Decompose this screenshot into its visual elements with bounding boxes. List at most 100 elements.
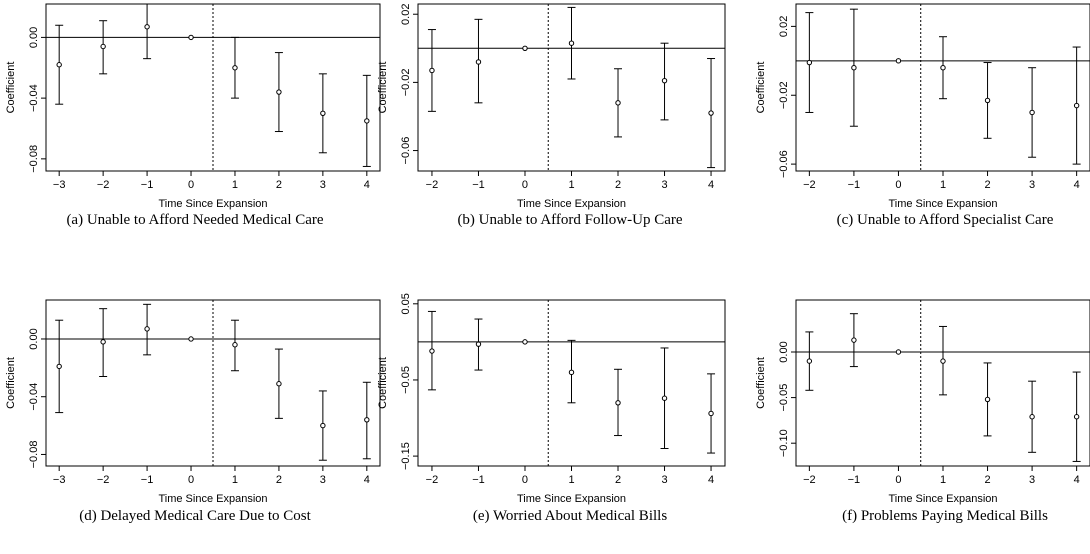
series-coefficients	[427, 310, 716, 454]
data-point	[895, 58, 902, 64]
x-tick-label: −3	[53, 179, 66, 191]
x-tick-label: 4	[708, 474, 714, 486]
x-tick-label: 1	[232, 474, 238, 486]
x-tick-label: 2	[276, 179, 282, 191]
x-tick-label: 1	[940, 179, 946, 191]
data-point	[320, 422, 326, 429]
data-point	[940, 65, 946, 71]
x-tick-label: −1	[472, 179, 485, 191]
data-point	[615, 100, 621, 106]
data-point	[806, 59, 813, 66]
x-tick-label: 0	[522, 179, 528, 191]
x-tick-label: −1	[472, 474, 485, 486]
x-tick-label: 2	[276, 474, 282, 486]
panel-caption: (c) Unable to Afford Specialist Care	[837, 212, 1054, 228]
series-coefficients	[805, 313, 1081, 462]
series-coefficients	[427, 6, 716, 169]
y-axis-label: Coefficient	[5, 357, 17, 409]
x-tick-label: 0	[188, 179, 194, 191]
data-point	[615, 400, 621, 406]
data-point	[984, 97, 991, 104]
data-point	[522, 339, 528, 345]
data-point	[276, 89, 282, 95]
x-tick-label: 3	[661, 474, 667, 486]
data-point	[188, 336, 194, 342]
y-axis-label: Coefficient	[5, 62, 17, 114]
data-point	[56, 363, 62, 370]
data-point	[806, 358, 813, 364]
x-tick-label: 1	[568, 179, 574, 191]
x-tick-label: −3	[53, 474, 66, 486]
y-tick-label: −0.08	[28, 145, 40, 173]
data-point	[144, 326, 150, 332]
data-point	[364, 417, 370, 423]
y-tick-label: −0.04	[28, 383, 40, 411]
x-tick-label: 0	[188, 474, 194, 486]
data-point	[895, 349, 902, 355]
y-tick-label: −0.15	[400, 442, 412, 470]
x-tick-label: −1	[848, 474, 861, 486]
data-point	[100, 339, 106, 345]
x-tick-label: −2	[803, 474, 816, 486]
x-tick-label: −1	[848, 179, 861, 191]
data-point	[429, 348, 435, 354]
panel-f: −2 −1 0 1 2 3 4 0.00 −0.05 −0.10 Time Since Expans…	[755, 299, 1090, 524]
y-tick-label: 0.00	[778, 341, 790, 362]
x-tick-label: 4	[1074, 179, 1080, 191]
y-axis-label: Coefficient	[377, 62, 389, 114]
y-tick-label: 0.05	[400, 293, 412, 314]
panel-c: −2 −1 0 1 2 3 4 0.02 −0.02 −0.06 Time Since Expans…	[755, 3, 1090, 228]
y-tick-label: −0.02	[778, 81, 790, 109]
data-point	[661, 77, 668, 84]
series-coefficients	[55, 303, 371, 461]
x-tick-label: −1	[141, 474, 154, 486]
data-point	[144, 24, 150, 30]
data-point	[429, 67, 435, 74]
data-point	[364, 118, 370, 124]
y-tick-label: −0.10	[778, 429, 790, 457]
x-tick-label: −2	[97, 179, 110, 191]
x-tick-label: 0	[895, 179, 901, 191]
x-tick-label: 1	[232, 179, 238, 191]
panel-caption: (b) Unable to Afford Follow-Up Care	[457, 212, 682, 228]
data-point	[475, 59, 482, 65]
x-tick-label: 2	[615, 179, 621, 191]
data-point	[1073, 102, 1080, 109]
panel-caption: (e) Worried About Medical Bills	[473, 508, 667, 524]
x-tick-label: 3	[1029, 474, 1035, 486]
panel-a: −3 −2 −1 0 1 2 3 4 0.00 −0.04 −0.08 Time Since Expa…	[5, 3, 381, 228]
data-point	[984, 396, 991, 403]
data-point	[1029, 414, 1035, 420]
y-tick-label: 0.00	[28, 328, 40, 349]
y-tick-label: −0.06	[400, 137, 412, 165]
x-tick-label: −1	[141, 179, 154, 191]
y-tick-label: 0.02	[778, 16, 790, 37]
x-tick-label: 0	[522, 474, 528, 486]
x-tick-label: 4	[1074, 474, 1080, 486]
data-point	[320, 110, 326, 117]
panel-e: −2 −1 0 1 2 3 4 0.05 −0.05 −0.15 Time Since Expans…	[377, 293, 726, 524]
x-axis-label: Time Since Expansion	[517, 198, 626, 210]
x-tick-label: 2	[984, 179, 990, 191]
data-point	[851, 337, 857, 343]
x-tick-label: 1	[568, 474, 574, 486]
data-point	[708, 110, 714, 116]
data-point	[276, 381, 282, 387]
data-point	[522, 45, 528, 52]
data-point	[100, 43, 106, 50]
x-axis-label: Time Since Expansion	[158, 493, 267, 505]
x-axis-label: Time Since Expansion	[517, 493, 626, 505]
panel-d: −3 −2 −1 0 1 2 3 4 0.00 −0.04 −0.08 Time Since Expa…	[5, 299, 381, 524]
series-coefficients	[805, 8, 1081, 165]
x-tick-label: 0	[895, 474, 901, 486]
panel-caption: (a) Unable to Afford Needed Medical Care	[66, 212, 323, 228]
data-point	[188, 34, 194, 41]
y-tick-label: 0.02	[400, 4, 412, 25]
data-point	[568, 369, 575, 376]
x-axis-label: Time Since Expansion	[158, 198, 267, 210]
data-point	[851, 65, 857, 71]
data-point	[568, 40, 575, 46]
y-axis-label: Coefficient	[755, 357, 767, 409]
data-point	[475, 341, 482, 347]
